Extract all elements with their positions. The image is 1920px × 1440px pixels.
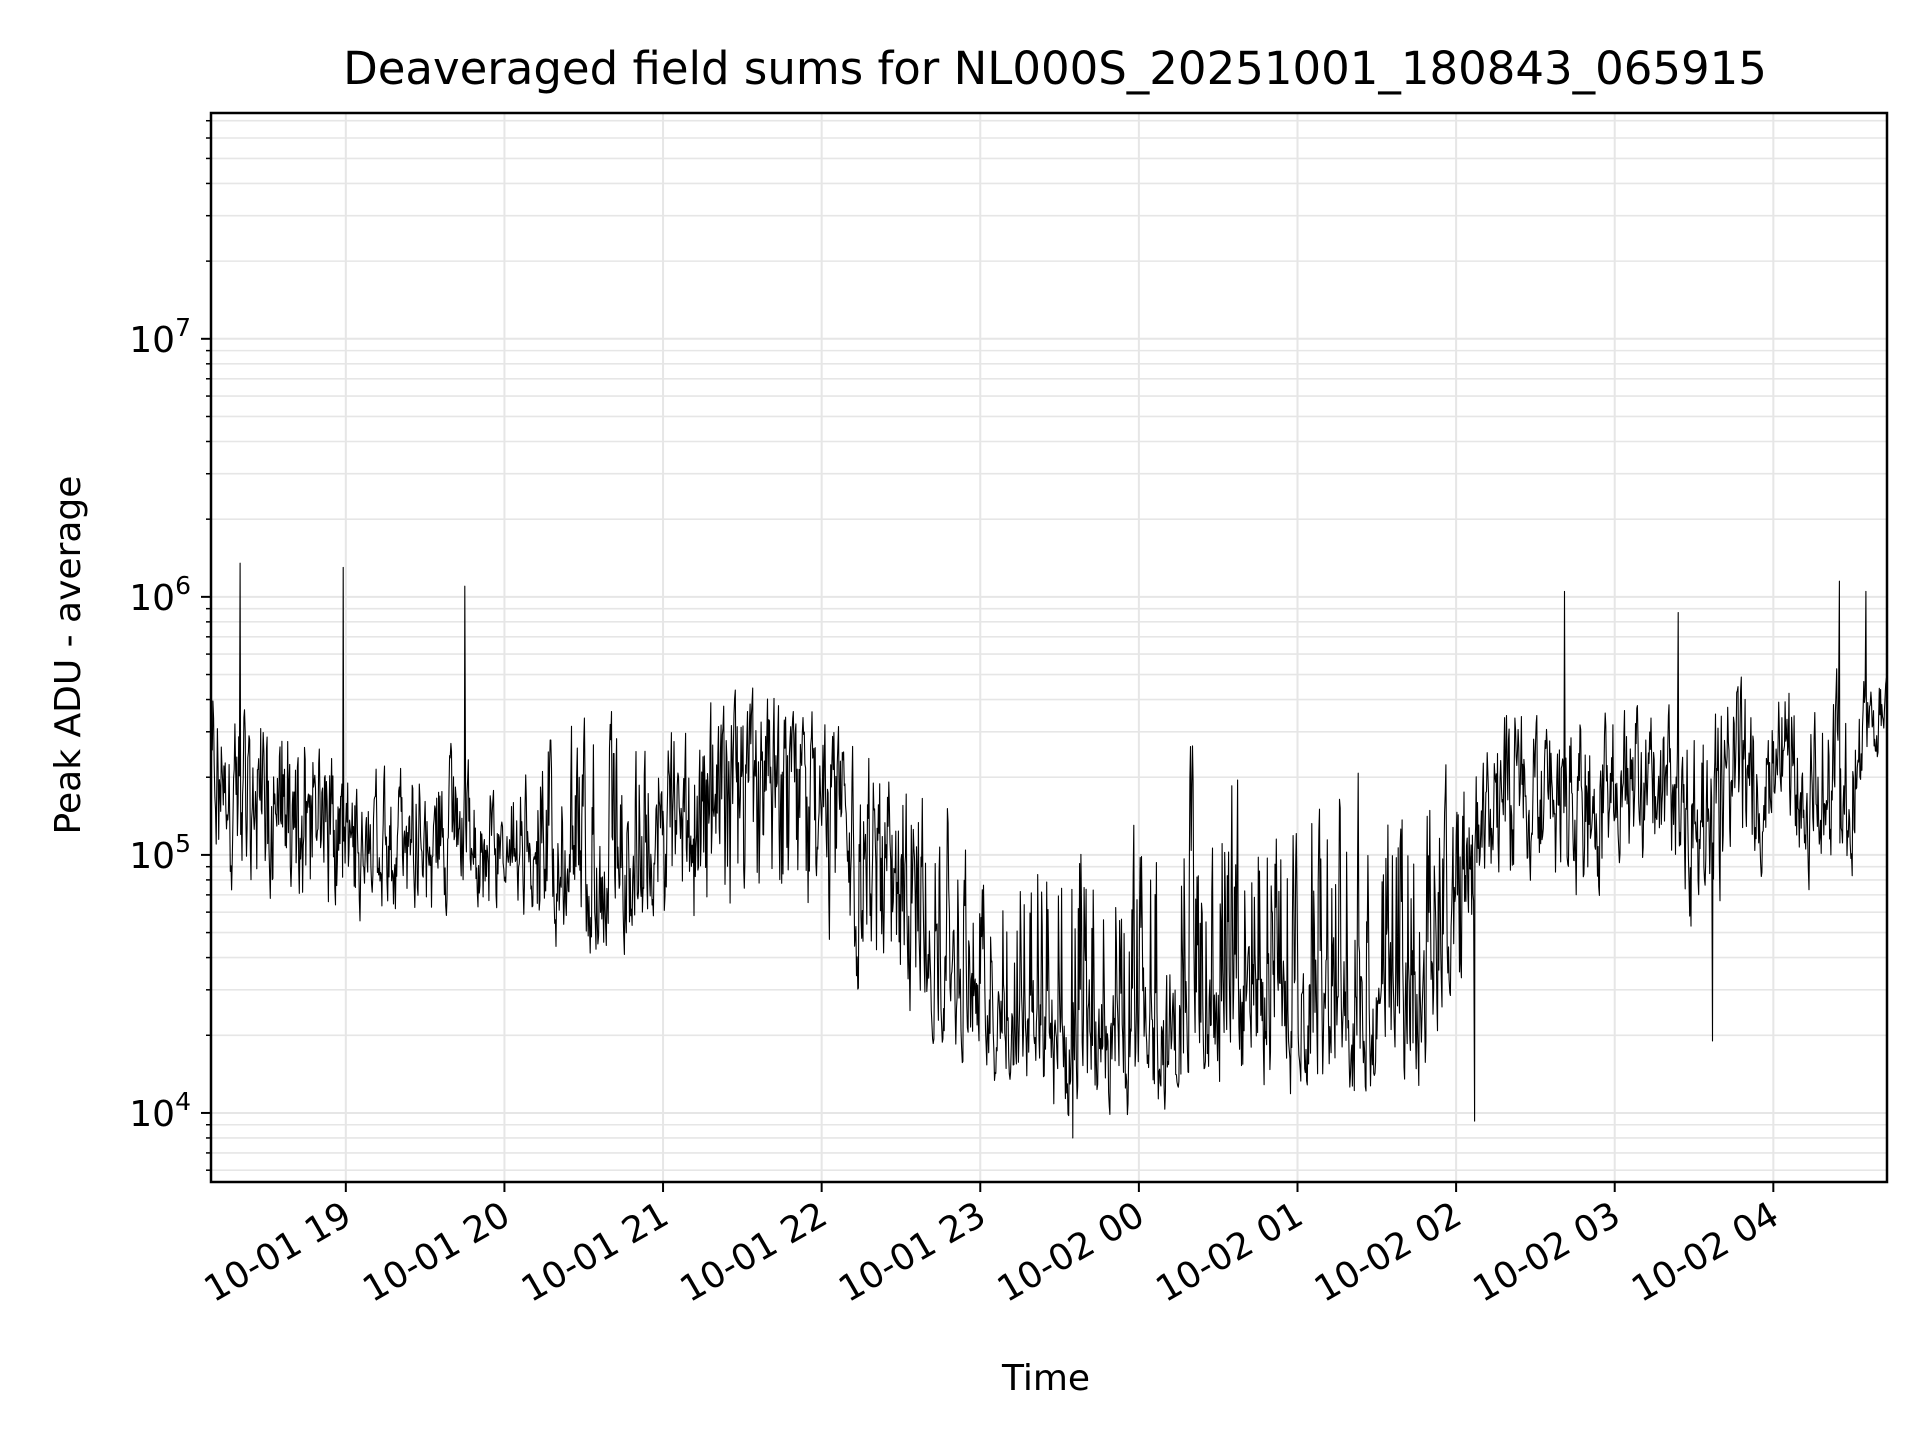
x-tick-label: 10-02 04	[1625, 1194, 1786, 1310]
x-tick-label: 10-02 02	[1308, 1194, 1469, 1310]
x-tick-label: 10-01 20	[356, 1194, 517, 1310]
data-series-line	[210, 562, 1888, 1139]
x-tick-label: 10-01 22	[673, 1194, 834, 1310]
grid-lines	[211, 113, 1887, 1182]
chart-title: Deaveraged field sums for NL000S_2025100…	[343, 42, 1767, 95]
x-tick-label: 10-01 21	[515, 1194, 676, 1310]
x-axis-label: Time	[1001, 1358, 1090, 1399]
y-tick-label: 105	[129, 829, 191, 877]
x-tick-label: 10-02 01	[1149, 1194, 1310, 1310]
x-tick-label: 10-02 03	[1467, 1194, 1628, 1310]
y-tick-label: 106	[129, 571, 191, 619]
y-axis-label: Peak ADU - average	[48, 476, 89, 835]
plot-frame	[209, 111, 1889, 1184]
y-tick-label: 107	[129, 313, 191, 361]
y-tick-label: 104	[129, 1087, 191, 1135]
x-tick-label: 10-01 23	[832, 1194, 993, 1310]
x-tick-label: 10-01 19	[198, 1194, 359, 1310]
x-tick-label: 10-02 00	[991, 1194, 1152, 1310]
series-line-path	[210, 562, 1888, 1139]
